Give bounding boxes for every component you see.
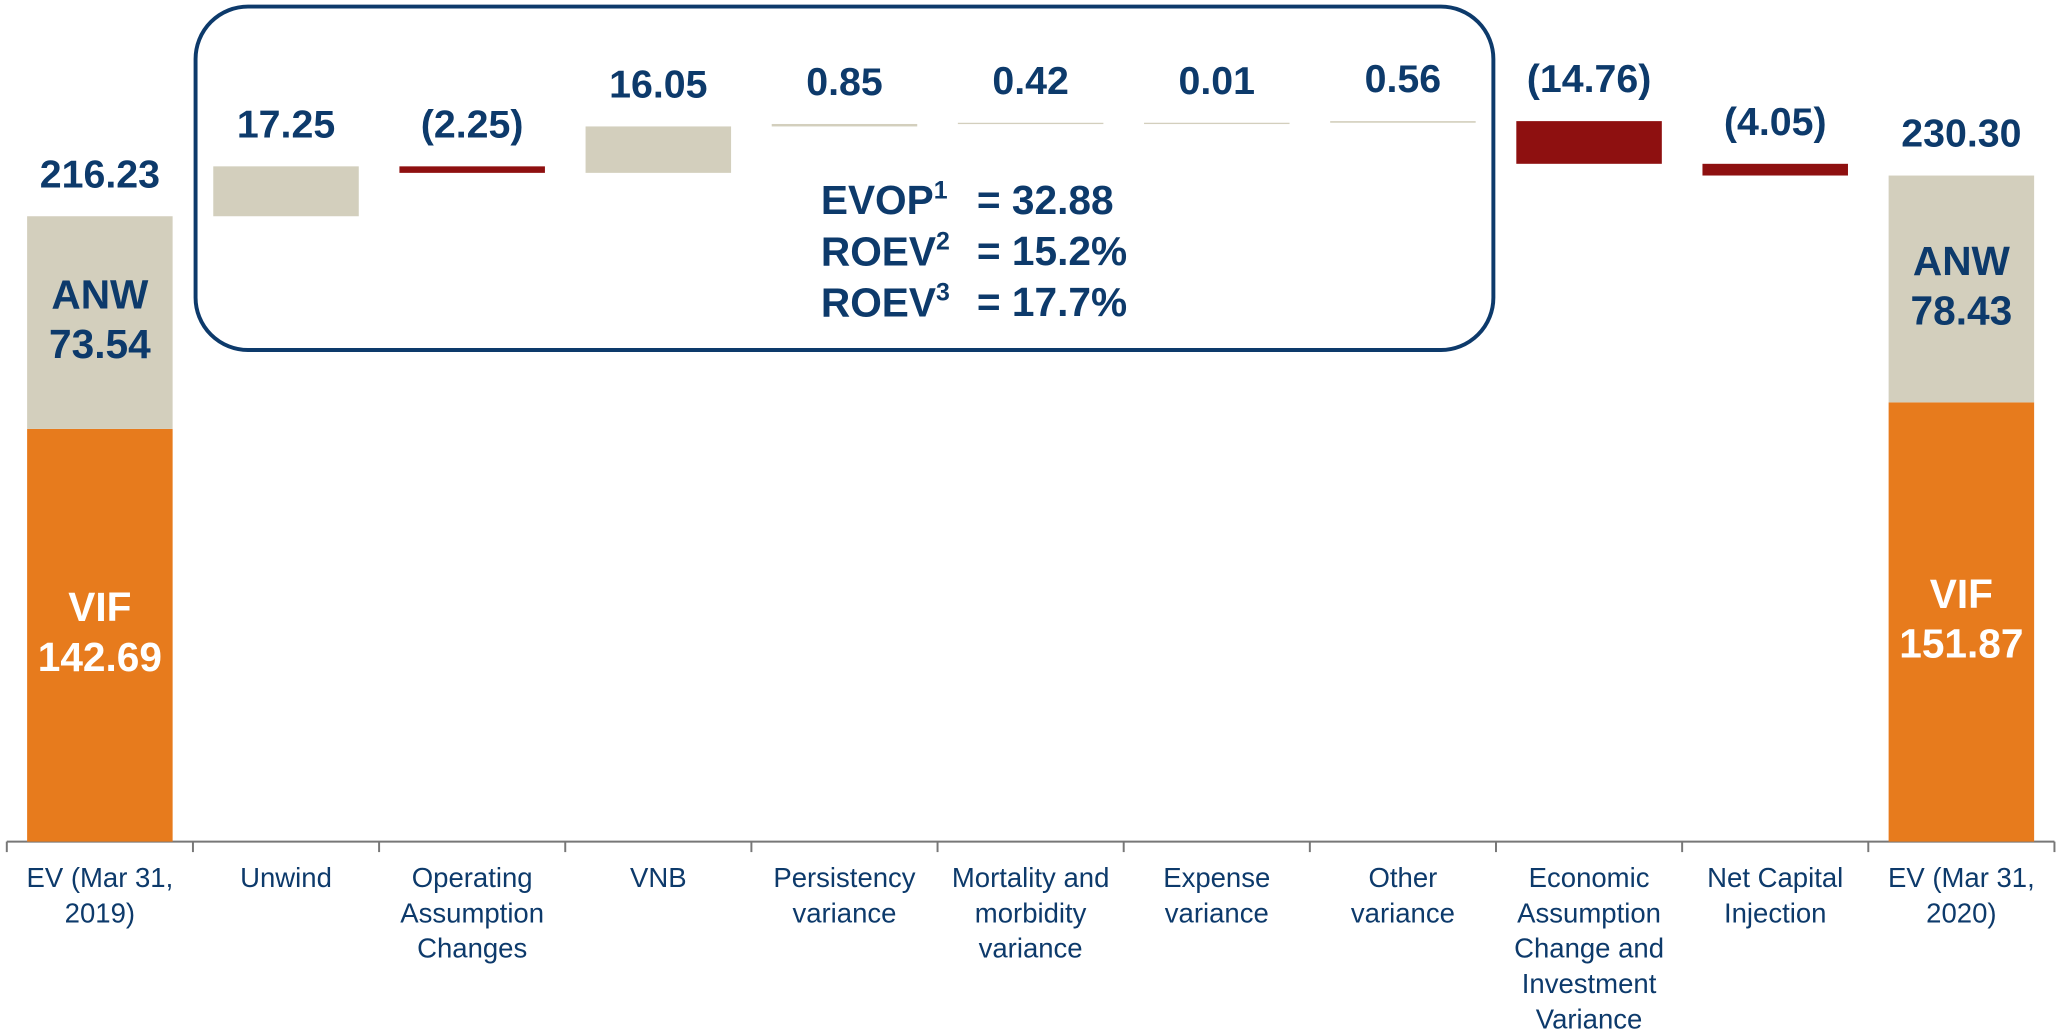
x-tick-label: Persistency <box>773 862 915 893</box>
segment <box>27 428 173 842</box>
x-tick-label: Other <box>1369 862 1438 893</box>
bar <box>213 166 359 217</box>
bar <box>399 166 545 173</box>
bar <box>771 123 918 127</box>
x-tick-label: Operating <box>412 862 533 893</box>
bar <box>1330 121 1476 123</box>
x-tick-label: VNB <box>630 862 687 893</box>
segment-value: 151.87 <box>1899 621 2023 667</box>
segment-value: 78.43 <box>1911 288 2013 334</box>
x-tick-label: EV (Mar 31, <box>1888 862 2035 893</box>
x-tick-label: Expense <box>1163 862 1270 893</box>
annotation-note: 1 <box>934 176 948 204</box>
annotation-note: 3 <box>936 278 950 306</box>
annotation: EVOP1 <box>821 176 948 223</box>
segment-name: ANW <box>1913 238 2011 284</box>
data-label: 0.42 <box>992 59 1069 103</box>
x-tick-label: Changes <box>417 933 527 964</box>
annotation-value: = 15.2% <box>977 228 1127 274</box>
annotation-name: ROEV <box>821 228 936 274</box>
data-label: 17.25 <box>237 102 335 146</box>
x-tick-label: morbidity <box>975 897 1087 928</box>
segment-value: 142.69 <box>38 634 162 680</box>
data-label: 16.05 <box>609 63 707 107</box>
bar <box>1516 121 1662 164</box>
segment-name: VIF <box>1930 571 1993 617</box>
data-label: 0.56 <box>1365 57 1442 101</box>
segment <box>27 216 173 429</box>
annotation-note: 2 <box>936 227 950 255</box>
x-tick-label: Economic <box>1529 862 1650 893</box>
bar <box>1144 122 1290 125</box>
x-tick-label: variance <box>1165 897 1269 928</box>
x-tick-label: variance <box>979 933 1083 964</box>
data-label: (2.25) <box>421 102 524 146</box>
segment <box>1888 175 2035 403</box>
data-label: 0.85 <box>806 60 883 104</box>
segment-name: VIF <box>68 584 131 630</box>
x-tick-label: Unwind <box>240 862 332 893</box>
x-tick-label: variance <box>1351 897 1455 928</box>
x-tick-label: Investment <box>1522 968 1657 999</box>
bar <box>585 126 732 173</box>
x-tick-label: Assumption <box>400 897 544 928</box>
data-label: 0.01 <box>1179 59 1256 103</box>
x-tick-label: 2019) <box>65 897 135 928</box>
segment-value: 73.54 <box>49 321 151 367</box>
x-tick-label: Net Capital <box>1707 862 1843 893</box>
x-tick-label: Assumption <box>1517 897 1661 928</box>
bar <box>1702 163 1848 176</box>
x-tick-label: EV (Mar 31, <box>26 862 173 893</box>
annotation-name: EVOP <box>821 177 934 223</box>
bar <box>957 122 1104 125</box>
x-tick-label: Mortality and <box>952 862 1110 893</box>
annotation-value: = 17.7% <box>977 279 1127 325</box>
data-label: (4.05) <box>1724 100 1827 144</box>
x-tick-label: variance <box>792 897 896 928</box>
x-tick-label: Injection <box>1724 897 1827 928</box>
annotation-value: = 32.88 <box>977 177 1114 223</box>
x-tick-label: Variance <box>1536 1003 1643 1033</box>
data-label: 216.23 <box>40 152 160 196</box>
data-label: 230.30 <box>1901 112 2021 156</box>
x-tick-label: Change and <box>1514 933 1664 964</box>
segment <box>1888 402 2035 842</box>
evop-box <box>193 4 1496 352</box>
segment-name: ANW <box>51 271 149 317</box>
annotation-name: ROEV <box>821 279 936 325</box>
annotation: ROEV3 <box>821 278 950 325</box>
x-tick-label: 2020) <box>1926 897 1996 928</box>
annotation: ROEV2 <box>821 227 950 274</box>
data-label: (14.76) <box>1527 57 1652 101</box>
